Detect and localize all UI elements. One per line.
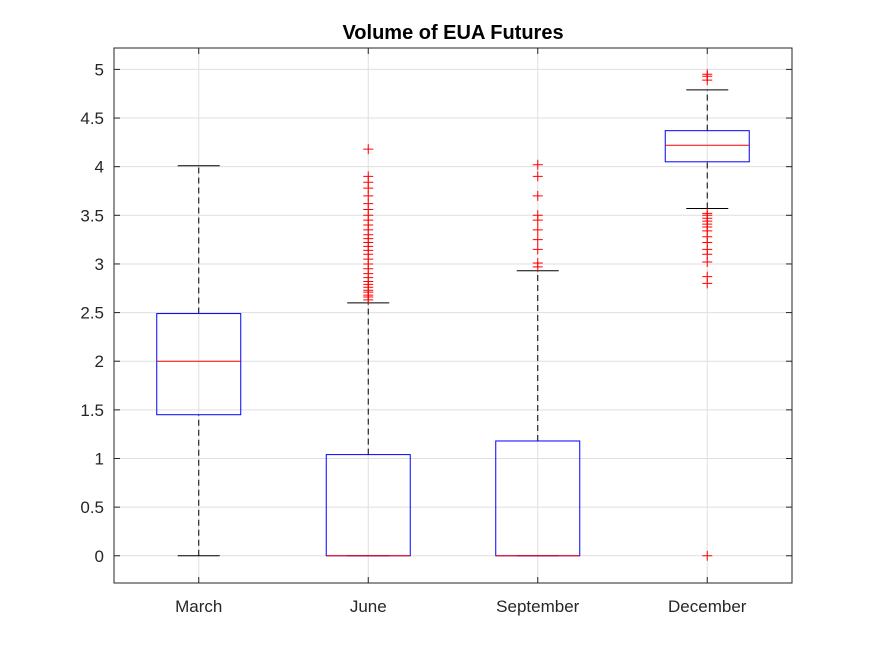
chart-title: Volume of EUA Futures (342, 22, 563, 44)
outlier-marker (532, 210, 543, 221)
y-tick-label: 3.5 (80, 206, 104, 225)
x-tick-label: June (350, 597, 387, 616)
outlier-marker (702, 550, 713, 561)
y-tick-label: 3 (95, 255, 104, 274)
outlier-marker (532, 257, 543, 268)
box-group (495, 159, 581, 557)
box-plots (156, 69, 750, 561)
outlier-marker (532, 234, 543, 245)
outlier-marker (532, 190, 543, 201)
x-tick-label: September (496, 597, 579, 616)
y-tick-label: 2 (95, 352, 104, 371)
box-group (325, 144, 411, 557)
outlier-marker (363, 144, 374, 155)
y-tick-label: 1.5 (80, 401, 104, 420)
x-tick-label: December (668, 597, 747, 616)
iqr-box (664, 130, 750, 163)
outlier-marker (532, 171, 543, 182)
outlier-marker (363, 171, 374, 182)
iqr-box (156, 313, 242, 416)
tick-labels: 0 0.5 1 1.5 2 2.5 3 3.5 4 4.5 5 March June September D… (80, 60, 746, 616)
y-tick-label: 0 (95, 547, 104, 566)
x-tick-label: March (175, 597, 222, 616)
y-tick-label: 4.5 (80, 109, 104, 128)
axis-ticks (114, 48, 792, 583)
y-tick-label: 5 (95, 60, 104, 79)
outlier-marker (532, 159, 543, 170)
outlier-marker (532, 244, 543, 255)
plot-area-frame (113, 47, 793, 584)
outlier-marker (532, 224, 543, 235)
y-tick-label: 0.5 (80, 498, 104, 517)
outlier-marker (702, 271, 713, 282)
outlier-marker (702, 69, 713, 80)
y-tick-label: 4 (95, 158, 104, 177)
y-tick-label: 1 (95, 449, 104, 468)
y-tick-label: 2.5 (80, 304, 104, 323)
outlier-marker (702, 208, 713, 219)
box-group (156, 165, 242, 557)
box-group (664, 69, 750, 561)
